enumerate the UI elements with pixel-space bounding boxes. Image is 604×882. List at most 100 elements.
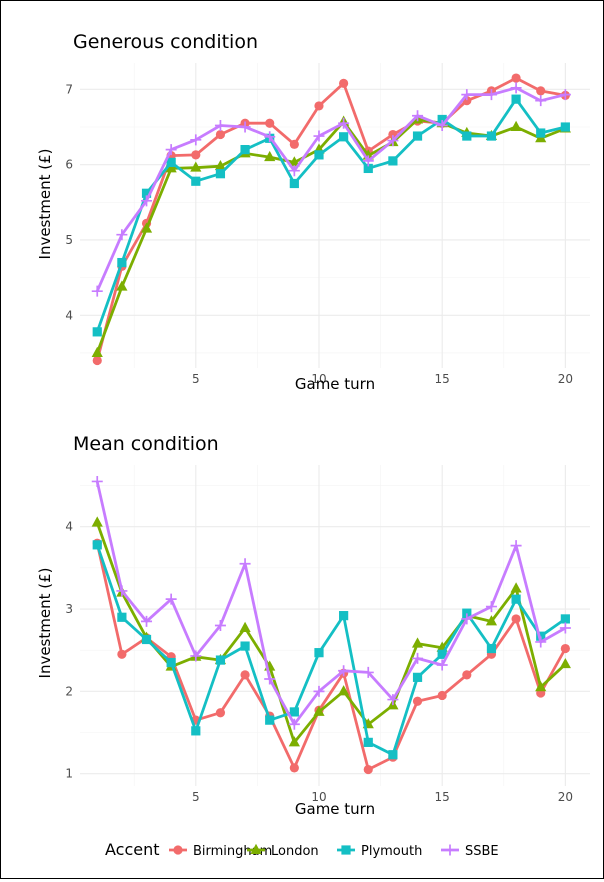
data-point-ssbe	[116, 585, 128, 597]
data-point-plymouth	[339, 611, 349, 621]
legend-entry-plymouth: Plymouth	[337, 844, 422, 859]
data-point-plymouth	[215, 169, 226, 179]
data-point-ssbe	[313, 130, 325, 142]
data-point-london	[288, 156, 300, 167]
series-birmingham	[92, 73, 570, 366]
data-point-plymouth	[166, 157, 176, 168]
y-tick-labels: 4 5 6 7	[65, 82, 73, 322]
series-line-ssbe	[95, 86, 566, 292]
y-axis-title: Investment (£)	[36, 149, 54, 260]
x-tick-labels: 5 10 15 20	[192, 372, 573, 386]
data-point-ssbe	[510, 82, 522, 94]
data-point-ssbe	[535, 636, 547, 648]
data-point-ssbe	[362, 155, 374, 167]
grid	[80, 63, 590, 368]
data-point-birmingham	[437, 690, 447, 701]
data-point-plymouth	[486, 643, 497, 654]
data-point-ssbe	[387, 694, 399, 706]
generous-condition-panel: Generous condition 5 10 15 20 4 5 6 7 Game tur…	[36, 31, 590, 393]
x-tick-label: 15	[435, 790, 450, 804]
data-point-plymouth	[462, 608, 472, 618]
data-point-ssbe	[362, 666, 374, 678]
data-point-london	[140, 222, 153, 233]
data-point-birmingham	[412, 696, 423, 706]
legend-entry-ssbe: SSBE	[441, 844, 499, 859]
data-point-london	[510, 582, 522, 593]
data-point-ssbe	[165, 593, 177, 605]
data-point-ssbe	[461, 613, 473, 625]
data-point-plymouth	[363, 737, 373, 747]
data-point-ssbe	[288, 165, 300, 177]
x-tick-label: 5	[192, 372, 200, 386]
data-point-plymouth	[560, 614, 570, 624]
x-tick-label: 5	[192, 790, 200, 804]
data-point-ssbe	[436, 659, 448, 671]
data-point-ssbe	[214, 620, 226, 631]
data-point-london	[510, 120, 522, 132]
series-line-birmingham	[95, 76, 566, 361]
data-point-ssbe	[214, 120, 226, 132]
y-tick-label: 6	[65, 158, 73, 172]
data-point-plymouth	[141, 188, 152, 198]
data-point-london	[535, 681, 547, 692]
data-point-birmingham	[560, 643, 570, 654]
data-point-birmingham	[191, 150, 201, 160]
data-point-plymouth	[240, 145, 250, 155]
legend-title: Accent	[105, 840, 160, 859]
series-ssbe	[91, 82, 571, 297]
data-point-plymouth	[117, 257, 127, 268]
legend-entry-birmingham: Birmingham	[169, 844, 272, 859]
data-point-plymouth	[314, 648, 324, 658]
data-point-ssbe	[412, 110, 424, 122]
data-point-ssbe	[141, 195, 153, 207]
data-point-plymouth	[536, 128, 546, 138]
mean-condition-panel: Mean condition 5 10 15 20 1 2 3 4 Game turn In…	[36, 433, 590, 818]
data-point-ssbe	[239, 121, 251, 133]
legend-label: SSBE	[465, 844, 499, 859]
x-tick-label: 10	[311, 790, 326, 804]
data-point-ssbe	[239, 558, 251, 570]
data-point-london	[485, 615, 498, 626]
data-point-birmingham	[215, 129, 226, 140]
data-point-ssbe	[485, 601, 497, 613]
data-point-ssbe	[510, 540, 522, 552]
data-point-ssbe	[91, 285, 103, 297]
data-point-plymouth	[412, 131, 423, 141]
data-point-plymouth	[462, 131, 472, 141]
data-point-london	[239, 621, 251, 632]
data-point-birmingham	[265, 118, 275, 128]
x-tick-label: 10	[311, 372, 326, 386]
data-point-birmingham	[289, 763, 299, 773]
data-point-london	[214, 159, 227, 171]
x-tick-label: 20	[558, 372, 573, 386]
legend-entry-london: London	[247, 843, 319, 859]
data-point-birmingham	[92, 355, 102, 366]
series-line-birmingham	[95, 542, 567, 771]
data-point-london	[264, 150, 276, 162]
data-point-plymouth	[314, 150, 324, 160]
data-point-ssbe	[141, 615, 153, 627]
data-point-birmingham	[511, 614, 521, 624]
data-point-ssbe	[436, 120, 448, 132]
data-point-birmingham	[339, 78, 349, 88]
data-point-london	[91, 516, 103, 527]
data-point-plymouth	[191, 726, 201, 736]
data-point-ssbe	[535, 95, 547, 107]
data-point-london	[190, 161, 202, 172]
data-point-plymouth	[412, 672, 423, 682]
legend-label: Plymouth	[361, 844, 422, 859]
x-tick-label: 15	[435, 372, 450, 386]
data-point-plymouth	[437, 649, 447, 659]
data-point-plymouth	[289, 707, 299, 717]
data-point-plymouth	[166, 657, 176, 668]
legend-key-marker	[341, 845, 351, 855]
y-tick-label: 7	[65, 82, 73, 96]
data-point-birmingham	[363, 764, 373, 775]
data-point-birmingham	[314, 101, 324, 111]
data-point-plymouth	[560, 122, 570, 132]
data-point-plymouth	[141, 634, 152, 645]
